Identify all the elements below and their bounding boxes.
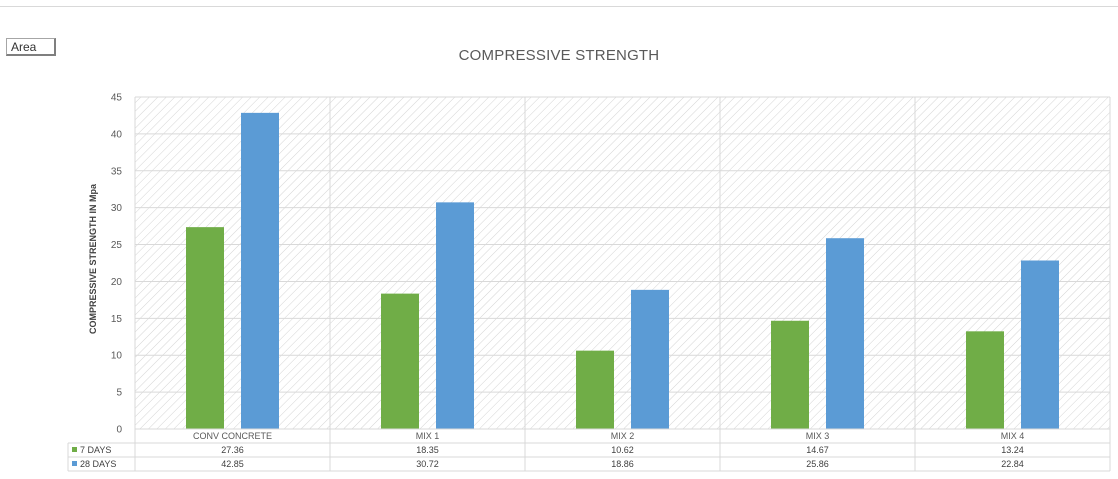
bar-28-days-2 <box>436 202 474 429</box>
y-tick-label: 20 <box>111 277 123 288</box>
y-tick-label: 40 <box>111 129 123 140</box>
data-table-cell: 27.36 <box>221 445 244 455</box>
category-label: MIX 3 <box>806 431 830 441</box>
y-axis-title: COMPRESSIVE STRENGTH IN Mpa <box>88 183 98 334</box>
data-table-cell: 18.86 <box>611 459 634 469</box>
y-tick-label: 0 <box>116 425 122 436</box>
bar-7-days-2 <box>381 293 419 429</box>
bar-28-days-4 <box>826 238 864 429</box>
data-table-cell: 22.84 <box>1001 459 1024 469</box>
data-table-cell: 14.67 <box>806 445 829 455</box>
data-table-cell: 25.86 <box>806 459 829 469</box>
y-tick-label: 30 <box>111 203 123 214</box>
bar-28-days-3 <box>631 289 669 429</box>
bar-7-days-5 <box>966 331 1004 429</box>
bar-7-days-4 <box>771 320 809 429</box>
top-divider <box>0 6 1118 7</box>
y-tick-label: 10 <box>111 351 123 362</box>
bar-7-days-1 <box>186 227 224 429</box>
y-tick-label: 15 <box>111 314 123 325</box>
category-label: CONV CONCRETE <box>193 431 272 441</box>
plot-area-background <box>135 97 1110 429</box>
data-table-cell: 13.24 <box>1001 445 1024 455</box>
legend-key-7-days <box>72 447 77 452</box>
bar-7-days-3 <box>576 350 614 429</box>
bar-28-days-1 <box>241 112 279 430</box>
data-table-cell: 42.85 <box>221 459 244 469</box>
legend-label-28-days: 28 DAYS <box>80 459 116 469</box>
y-tick-label: 25 <box>111 240 123 251</box>
area-button[interactable]: Area <box>6 38 56 56</box>
chart-title: COMPRESSIVE STRENGTH <box>458 47 660 64</box>
category-label: MIX 1 <box>416 431 440 441</box>
category-label: MIX 2 <box>611 431 635 441</box>
data-table-cell: 18.35 <box>416 445 439 455</box>
data-table-cell: 30.72 <box>416 459 439 469</box>
legend-label-7-days: 7 DAYS <box>80 445 111 455</box>
bar-28-days-5 <box>1021 260 1059 429</box>
y-tick-label: 45 <box>111 93 123 104</box>
category-label: MIX 4 <box>1001 431 1025 441</box>
legend-key-28-days <box>72 461 77 466</box>
y-tick-label: 35 <box>111 166 123 177</box>
y-tick-label: 5 <box>116 388 122 399</box>
data-table-cell: 10.62 <box>611 445 634 455</box>
